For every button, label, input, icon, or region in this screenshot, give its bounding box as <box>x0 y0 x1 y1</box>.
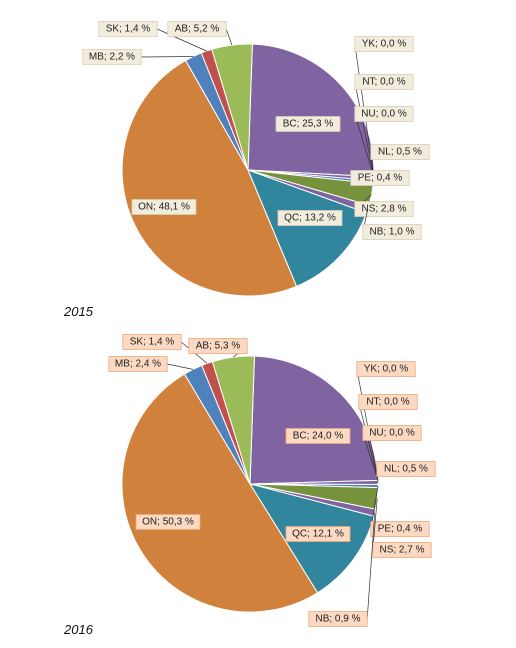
data-label-text-ns: NS; 2,7 % <box>379 545 424 556</box>
chart-title-2015: 2015 <box>64 304 93 319</box>
data-label-text-nl: NL; 0,5 % <box>378 147 422 158</box>
data-label-nb: NB; 0,9 % <box>308 512 376 627</box>
chart-title-2016: 2016 <box>64 622 93 637</box>
data-label-pe: PE; 0,4 % <box>370 486 430 537</box>
data-label-box-mb <box>108 356 168 372</box>
data-label-text-on: ON; 48,1 % <box>138 202 190 213</box>
data-label-text-mb: MB; 2,2 % <box>89 52 135 63</box>
pie-chart-2016: BC; 24,0 % YK; 0,0 % NT; 0,0 % NU; 0,0 % NL;… <box>108 334 436 627</box>
data-label-box-ab <box>167 21 227 37</box>
data-label-yk: YK; 0,0 % <box>356 361 416 481</box>
data-label-box-nl <box>376 461 436 477</box>
data-label-box-bc <box>285 428 351 444</box>
data-label-box-nt <box>358 394 418 410</box>
data-label-box-mb <box>82 49 142 65</box>
data-label-box-pe <box>350 170 410 186</box>
leader-line-mb <box>167 363 194 370</box>
data-label-text-pe: PE; 0,4 % <box>378 524 423 535</box>
data-label-bc: BC; 24,0 % <box>285 428 351 444</box>
data-label-text-nl: NL; 0,5 % <box>384 464 428 475</box>
data-label-box-yk <box>356 361 416 377</box>
pie-slice-ab <box>211 355 255 485</box>
data-label-text-ab: AB; 5,2 % <box>175 24 220 35</box>
data-label-nt: NT; 0,0 % <box>358 394 418 481</box>
data-label-box-ns <box>354 201 414 217</box>
data-label-qc: QC; 12,1 % <box>285 526 351 542</box>
data-label-text-bc: BC; 24,0 % <box>293 431 344 442</box>
data-label-box-nb <box>308 611 368 627</box>
data-label-box-ns <box>372 542 432 558</box>
data-label-box-nu <box>362 425 422 441</box>
data-label-nu: NU; 0,0 % <box>354 106 414 177</box>
data-label-box-nu <box>354 106 414 122</box>
data-label-mb: MB; 2,2 % <box>82 49 194 65</box>
data-label-bc: BC; 25,3 % <box>275 116 341 132</box>
data-label-text-nt: NT; 0,0 % <box>362 77 405 88</box>
data-label-box-on <box>131 199 197 215</box>
data-label-sk: SK; 1,4 % <box>122 334 208 364</box>
data-label-nl: NL; 0,5 % <box>376 461 436 483</box>
leader-line-mb <box>141 56 194 58</box>
data-label-box-qc <box>277 210 343 226</box>
data-label-box-ab <box>188 338 248 354</box>
data-label-text-nt: NT; 0,0 % <box>366 397 409 408</box>
leader-line-yk <box>356 368 379 481</box>
data-label-box-on <box>135 514 201 530</box>
pie-slice-ab <box>211 43 253 171</box>
data-label-ab: AB; 5,2 % <box>167 21 233 46</box>
data-label-text-ab: AB; 5,3 % <box>196 341 241 352</box>
leader-line-nb <box>366 512 376 620</box>
data-label-ns: NS; 2,7 % <box>372 498 432 558</box>
data-label-text-nb: NB; 1,0 % <box>369 227 414 238</box>
pie-slice-on <box>121 373 319 613</box>
data-label-nt: NT; 0,0 % <box>354 74 414 177</box>
data-label-box-qc <box>285 526 351 542</box>
leader-line-ns <box>372 498 378 551</box>
data-label-text-sk: SK; 1,4 % <box>106 24 151 35</box>
data-label-text-yk: YK; 0,0 % <box>362 39 407 50</box>
data-label-ns: NS; 2,8 % <box>354 194 414 217</box>
data-label-box-nt <box>354 74 414 90</box>
data-label-qc: QC; 13,2 % <box>277 210 343 226</box>
data-label-text-ns: NS; 2,8 % <box>361 204 406 215</box>
pie-slice-on <box>121 59 298 297</box>
data-label-mb: MB; 2,4 % <box>108 356 194 372</box>
data-label-text-pe: PE; 0,4 % <box>358 173 403 184</box>
data-label-box-pe <box>370 521 430 537</box>
data-label-nu: NU; 0,0 % <box>362 425 422 481</box>
leader-line-sk <box>157 28 207 52</box>
data-label-text-on: ON; 50,3 % <box>142 517 194 528</box>
data-label-text-yk: YK; 0,0 % <box>364 364 409 375</box>
pie-slice-qc <box>247 169 368 287</box>
data-label-box-sk <box>98 21 158 37</box>
leader-line-nt <box>354 81 375 177</box>
data-label-box-bc <box>275 116 341 132</box>
data-label-box-yk <box>354 36 414 52</box>
data-label-on: ON; 48,1 % <box>131 199 197 215</box>
data-label-text-nu: NU; 0,0 % <box>369 428 415 439</box>
data-label-sk: SK; 1,4 % <box>98 21 207 52</box>
data-label-text-nb: NB; 0,9 % <box>315 614 360 625</box>
data-label-nl: NL; 0,5 % <box>370 144 430 179</box>
data-label-text-qc: QC; 12,1 % <box>292 529 344 540</box>
data-label-box-sk <box>122 334 182 350</box>
leader-line-nu <box>354 113 375 177</box>
pie-slice-bc <box>249 355 379 485</box>
data-label-pe: PE; 0,4 % <box>350 170 410 186</box>
data-label-text-mb: MB; 2,4 % <box>115 359 161 370</box>
data-label-box-nl <box>370 144 430 160</box>
data-label-on: ON; 50,3 % <box>135 514 201 530</box>
pie-chart-2015: BC; 25,3 % YK; 0,0 % NT; 0,0 % NU; 0,0 % NL;… <box>82 21 430 297</box>
data-label-box-nb <box>362 224 422 240</box>
data-label-nb: NB; 1,0 % <box>362 209 422 240</box>
data-label-text-nu: NU; 0,0 % <box>361 109 407 120</box>
data-label-text-qc: QC; 13,2 % <box>284 213 336 224</box>
leader-line-ab <box>225 28 233 46</box>
data-label-ab: AB; 5,3 % <box>188 338 248 358</box>
leader-line-nt <box>358 401 379 481</box>
data-label-text-bc: BC; 25,3 % <box>283 119 334 130</box>
data-label-text-sk: SK; 1,4 % <box>130 337 175 348</box>
